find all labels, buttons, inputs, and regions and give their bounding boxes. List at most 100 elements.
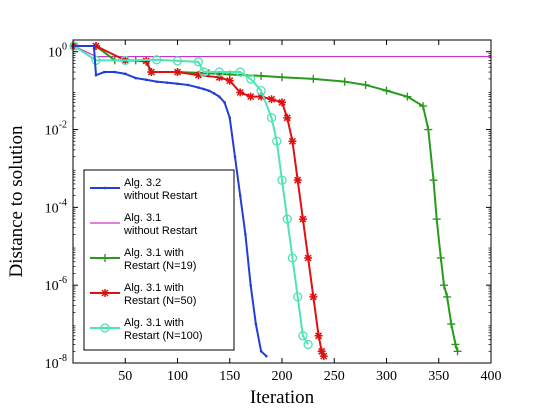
series-4-point xyxy=(257,92,266,101)
legend-label: Alg. 3.1 with xyxy=(124,282,184,294)
series-4-point xyxy=(173,68,182,77)
series-4-point xyxy=(91,42,100,51)
x-tick-label: 300 xyxy=(376,369,397,384)
series-1-point xyxy=(228,116,232,120)
series-3-point xyxy=(309,74,318,83)
series-5-point xyxy=(193,57,204,67)
series-4-point xyxy=(309,292,318,301)
legend-swatch-marker xyxy=(103,186,107,190)
series-5-point xyxy=(172,56,183,66)
x-tick-label: 200 xyxy=(272,369,293,384)
series-4-point xyxy=(225,76,234,85)
series-4-point xyxy=(283,113,292,122)
series-3-point xyxy=(436,253,445,262)
ticks-layer: 50 100 150 200 250 300 350 400 100 10-2 10-4 10-6 10… xyxy=(45,39,502,384)
legend-swatch-marker xyxy=(101,289,109,297)
series-1-point xyxy=(244,233,247,236)
y-axis-label: Distance to solution xyxy=(6,125,27,277)
series-4-point xyxy=(288,137,297,146)
y-tick-label: 100 xyxy=(48,42,67,61)
series-1-point xyxy=(155,80,158,83)
series-1-point xyxy=(254,322,258,326)
series-4-point xyxy=(317,347,326,356)
series-1-point xyxy=(233,155,237,159)
series-3-point xyxy=(257,71,266,80)
series-1-point xyxy=(92,44,96,48)
series-1-point xyxy=(113,70,117,74)
series-layer xyxy=(69,41,491,361)
series-3-point xyxy=(424,125,433,134)
series-5-point xyxy=(235,67,245,77)
series-1-point xyxy=(259,349,263,353)
x-tick-label: 350 xyxy=(428,369,449,384)
legend-label: Alg. 3.2 xyxy=(124,177,161,189)
series-1-point xyxy=(197,86,200,89)
legend-label: Alg. 3.1 xyxy=(124,212,161,224)
legend-label: Restart (N=50) xyxy=(124,295,196,307)
series-3-point xyxy=(382,86,391,95)
series-2-line xyxy=(73,45,491,58)
series-5-point xyxy=(282,214,292,224)
y-tick-label: 10-4 xyxy=(45,197,67,216)
series-5-point xyxy=(198,67,209,77)
series-1-point xyxy=(238,194,242,197)
series-4-point xyxy=(278,98,286,107)
series-1 xyxy=(72,44,268,358)
series-3-point xyxy=(419,102,428,111)
series-5-point xyxy=(245,74,256,84)
series-4-point xyxy=(304,253,313,262)
y-tick-label: 10-2 xyxy=(45,120,67,139)
x-axis-label: Iteration xyxy=(250,387,315,408)
series-5-point xyxy=(298,331,308,341)
series-4-point xyxy=(298,215,307,224)
series-5-point xyxy=(293,292,303,302)
series-5-point xyxy=(256,85,266,96)
series-1-point xyxy=(212,92,216,95)
series-4-point xyxy=(215,73,224,82)
series-4-point xyxy=(147,68,156,77)
series-1-point xyxy=(202,87,205,91)
series-3-point xyxy=(432,215,441,224)
series-5-point xyxy=(120,55,130,65)
legend-label: without Restart xyxy=(123,225,197,237)
series-1-point xyxy=(123,72,127,76)
series-1-point xyxy=(176,82,179,86)
series-4-point xyxy=(293,176,302,185)
series-3-point xyxy=(451,340,460,349)
legend-box xyxy=(83,169,235,351)
series-5-point xyxy=(151,55,162,65)
series-4-point xyxy=(267,95,276,104)
y-tick-label: 10-6 xyxy=(45,275,67,294)
series-1-point xyxy=(134,76,137,80)
series-5 xyxy=(69,41,313,350)
series-3-point xyxy=(403,92,412,101)
series-3-point xyxy=(439,281,448,290)
series-3-point xyxy=(361,80,370,89)
legend-label: Alg. 3.1 with xyxy=(124,317,184,329)
x-tick-label: 150 xyxy=(219,369,240,384)
legend-label: Restart (N=19) xyxy=(124,260,196,272)
series-4-point xyxy=(314,331,323,340)
series-4-point xyxy=(194,71,203,80)
series-1-point xyxy=(207,89,211,92)
legend-swatch-marker xyxy=(101,254,109,262)
x-tick-label: 250 xyxy=(324,369,345,384)
series-5-line xyxy=(73,45,309,345)
series-2 xyxy=(73,45,491,58)
series-3-point xyxy=(278,73,286,82)
series-5-point xyxy=(277,175,287,185)
legend-swatch-marker xyxy=(100,323,110,333)
series-1-point xyxy=(223,101,226,104)
x-tick-label: 50 xyxy=(118,369,132,384)
series-5-point xyxy=(272,136,282,146)
series-1-point xyxy=(186,83,190,87)
legend-label: Restart (N=100) xyxy=(124,330,203,342)
legend-label: Alg. 3.1 with xyxy=(124,247,184,259)
series-4-point xyxy=(246,92,255,101)
series-3-point xyxy=(447,320,456,329)
